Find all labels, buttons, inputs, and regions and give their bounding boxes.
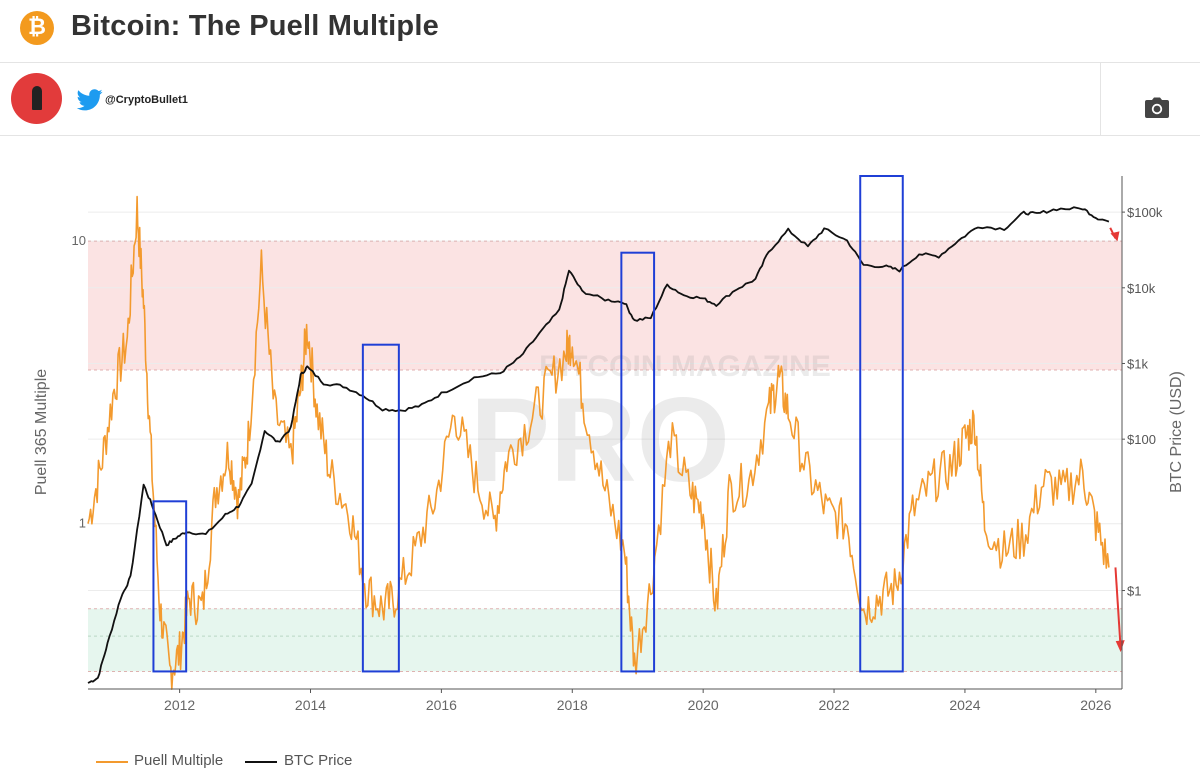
axes	[88, 176, 1123, 690]
highlight-boxes	[152, 175, 904, 673]
right-tick-label: $100k	[1127, 205, 1163, 220]
grid-lines	[88, 211, 1122, 672]
left-tick-labels: 10 1	[72, 233, 86, 531]
highlight-box	[361, 343, 400, 673]
highlight-box	[620, 251, 656, 673]
undervalued-band	[88, 608, 1122, 672]
highlight-box	[152, 500, 188, 673]
header: ₿ Bitcoin: The Puell Multiple	[0, 0, 1200, 63]
toolbar-divider	[1100, 63, 1101, 135]
puell-chart: BITCOIN MAGAZINE PRO 2012 2014 2016 2018 202…	[33, 175, 1185, 713]
x-tick-label: 2012	[164, 697, 195, 713]
right-tick-label: $100	[1127, 432, 1156, 447]
left-axis-label: Puell 365 Multiple	[33, 369, 50, 495]
legend-price-label[interactable]: BTC Price	[284, 752, 353, 769]
author-handle[interactable]: @CryptoBullet1	[105, 94, 188, 106]
highlight-box	[859, 175, 904, 673]
x-tick-label: 2014	[295, 697, 326, 713]
price-down-arrow-head	[1110, 231, 1120, 242]
x-tick-labels: 2012 2014 2016 2018 2020 2022 2024 2026	[164, 689, 1112, 713]
right-tick-labels: $100k $10k $1k $100 $1	[1122, 205, 1163, 599]
x-tick-label: 2020	[688, 697, 719, 713]
watermark: BITCOIN MAGAZINE PRO	[470, 350, 831, 507]
puell-down-arrow	[1114, 567, 1122, 650]
x-tick-label: 2022	[818, 697, 849, 713]
page-title: Bitcoin: The Puell Multiple	[71, 10, 439, 42]
avatar-bullet-icon	[32, 86, 42, 110]
author-bar: @CryptoBullet1	[0, 63, 1200, 136]
left-tick-label: 1	[79, 516, 86, 531]
x-tick-label: 2026	[1080, 697, 1111, 713]
right-axis-label: BTC Price (USD)	[1168, 371, 1185, 493]
legend-price-swatch[interactable]	[245, 761, 277, 763]
svg-text:PRO: PRO	[470, 373, 730, 507]
avatar[interactable]	[11, 73, 62, 124]
right-tick-label: $10k	[1127, 281, 1156, 296]
legend: Puell Multiple BTC Price	[0, 740, 1200, 776]
x-tick-label: 2024	[949, 697, 980, 713]
left-tick-label: 10	[72, 233, 86, 248]
right-tick-label: $1	[1127, 584, 1141, 599]
twitter-bird-icon[interactable]	[77, 89, 103, 111]
x-tick-label: 2018	[557, 697, 588, 713]
legend-puell-label[interactable]: Puell Multiple	[134, 752, 224, 769]
right-tick-label: $1k	[1127, 356, 1148, 371]
legend-puell-swatch[interactable]	[96, 761, 128, 763]
camera-icon[interactable]	[1144, 97, 1170, 119]
x-tick-label: 2016	[426, 697, 457, 713]
bitcoin-logo-icon: ₿	[20, 11, 54, 45]
btc-price-line	[87, 206, 1110, 684]
puell-multiple-line	[87, 195, 1110, 690]
